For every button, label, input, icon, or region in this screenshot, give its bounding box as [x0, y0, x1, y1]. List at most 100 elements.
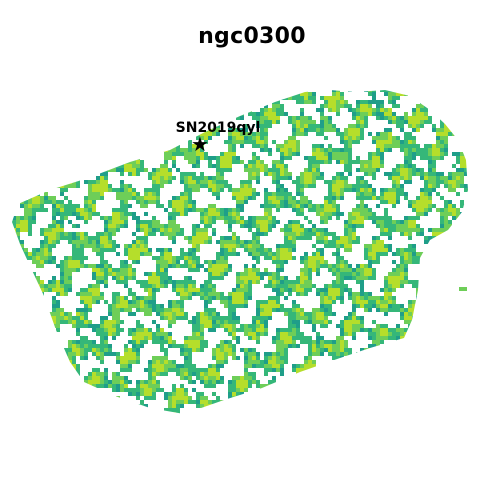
emission-pixel: [208, 180, 212, 184]
emission-pixel: [288, 328, 292, 332]
emission-pixel: [52, 312, 56, 316]
emission-pixel: [272, 180, 276, 184]
emission-pixel: [404, 360, 408, 364]
emission-pixel: [264, 120, 268, 124]
emission-pixel: [36, 148, 40, 152]
emission-pixel: [432, 332, 436, 336]
emission-pixel: [84, 144, 88, 148]
emission-pixel: [236, 220, 240, 224]
emission-pixel: [8, 224, 12, 228]
emission-pixel: [344, 272, 348, 276]
emission-pixel: [232, 312, 236, 316]
emission-pixel: [200, 332, 204, 336]
emission-pixel: [364, 112, 368, 116]
emission-pixel: [320, 300, 324, 304]
emission-pixel: [332, 204, 336, 208]
emission-pixel: [84, 336, 88, 340]
emission-pixel: [172, 208, 176, 212]
emission-pixel: [416, 196, 420, 200]
emission-pixel: [404, 280, 408, 284]
emission-pixel: [220, 244, 224, 248]
emission-pixel: [196, 90, 200, 92]
emission-pixel: [136, 324, 140, 328]
emission-pixel: [400, 176, 404, 180]
emission-pixel: [156, 356, 160, 360]
emission-pixel: [360, 112, 364, 116]
emission-pixel: [56, 240, 60, 244]
emission-pixel: [20, 340, 24, 344]
emission-pixel: [380, 252, 384, 256]
emission-pixel: [320, 152, 324, 156]
emission-pixel: [136, 280, 140, 284]
emission-pixel: [168, 132, 172, 136]
emission-pixel: [116, 104, 120, 108]
emission-pixel: [92, 288, 96, 292]
emission-pixel: [88, 144, 92, 148]
emission-pixel: [320, 336, 324, 340]
emission-pixel: [20, 312, 24, 316]
emission-pixel: [16, 328, 20, 332]
emission-pixel: [332, 340, 336, 344]
emission-pixel: [12, 264, 16, 268]
emission-pixel: [240, 208, 244, 212]
emission-pixel: [124, 216, 128, 220]
emission-pixel: [332, 292, 336, 296]
emission-pixel: [404, 172, 408, 176]
emission-pixel: [144, 148, 148, 152]
emission-pixel: [92, 272, 96, 276]
emission-pixel: [200, 340, 204, 344]
emission-pixel: [332, 176, 336, 180]
emission-pixel: [332, 284, 336, 288]
emission-pixel: [148, 144, 152, 148]
emission-pixel: [288, 200, 292, 204]
emission-pixel: [72, 160, 76, 164]
emission-pixel: [240, 288, 244, 292]
emission-pixel: [300, 100, 304, 104]
emission-pixel: [44, 90, 48, 92]
emission-pixel: [120, 296, 124, 300]
emission-pixel: [116, 196, 120, 200]
emission-pixel: [360, 264, 364, 268]
emission-pixel: [24, 300, 28, 304]
emission-pixel: [316, 252, 320, 256]
emission-pixel: [404, 180, 408, 184]
emission-pixel: [308, 180, 312, 184]
emission-pixel: [328, 128, 332, 132]
emission-pixel: [232, 292, 236, 296]
emission-pixel: [144, 108, 148, 112]
emission-pixel: [440, 336, 444, 340]
emission-pixel: [104, 188, 108, 192]
emission-pixel: [276, 90, 280, 92]
emission-pixel: [360, 132, 364, 136]
emission-pixel: [100, 244, 104, 248]
emission-pixel: [400, 356, 404, 360]
emission-pixel: [276, 100, 280, 104]
emission-pixel: [252, 90, 256, 92]
emission-pixel: [432, 344, 436, 348]
emission-pixel: [204, 284, 208, 288]
emission-pixel: [252, 320, 256, 324]
emission-pixel: [156, 332, 160, 336]
emission-pixel: [52, 90, 56, 92]
emission-pixel: [44, 208, 48, 212]
emission-pixel: [308, 336, 312, 340]
emission-pixel: [148, 272, 152, 276]
emission-pixel: [240, 132, 244, 136]
emission-pixel: [68, 232, 72, 236]
emission-pixel: [40, 260, 44, 264]
emission-pixel: [184, 156, 188, 160]
emission-pixel: [100, 180, 104, 184]
emission-pixel: [192, 96, 196, 100]
emission-pixel: [168, 128, 172, 132]
emission-pixel: [356, 276, 360, 280]
emission-pixel: [240, 112, 244, 116]
emission-pixel: [344, 152, 348, 156]
emission-pixel: [324, 288, 328, 292]
emission-pixel: [388, 84, 392, 88]
emission-pixel: [344, 248, 348, 252]
emission-pixel: [132, 168, 136, 172]
emission-pixel: [44, 348, 48, 352]
emission-pixel: [152, 272, 156, 276]
emission-pixel: [428, 248, 432, 252]
emission-pixel: [32, 220, 36, 224]
